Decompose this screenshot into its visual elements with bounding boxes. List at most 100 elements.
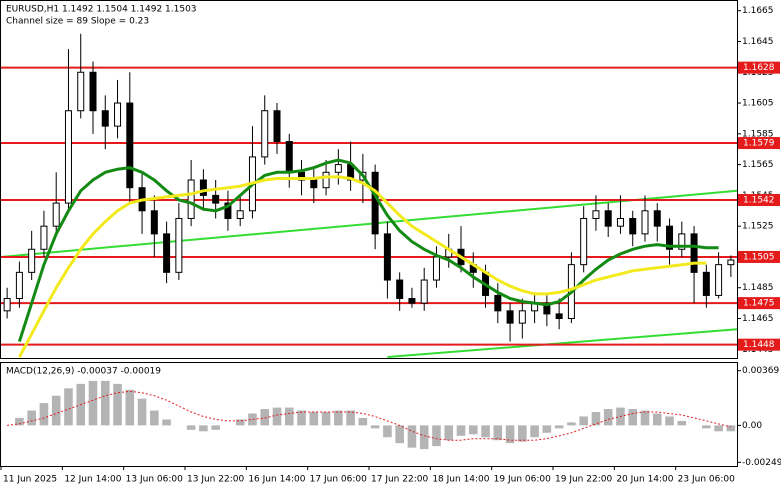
x-tick-label: 23 Jun 06:00 [678,475,735,485]
candle-body [408,298,416,304]
moving-average [18,175,707,358]
x-tick-label: 19 Jun 22:00 [555,475,612,485]
candle-body [555,313,563,320]
macd-bar [199,425,208,432]
candle-body [616,217,624,227]
macd-bar [27,410,36,426]
candle-body [727,259,735,266]
level-label-box [738,194,780,207]
level-label-box [738,338,780,351]
candle-body [212,194,220,204]
macd-bar [702,425,711,429]
candle-body [543,302,551,315]
candle-body [396,279,404,300]
macd-bar [383,425,392,438]
macd-bar [248,413,257,426]
candle-body [273,110,281,143]
macd-bar [51,395,61,426]
candle-body [506,310,514,324]
macd-bar [432,425,441,447]
macd-bar [530,425,539,438]
macd-bar [395,425,404,444]
macd-y-tick-label: 0.00 [742,421,762,431]
macd-bar [652,413,662,426]
x-tick-label: 12 Jun 14:00 [64,475,121,485]
macd-bar [88,380,98,426]
candle-body [690,233,698,273]
x-tick-label: 19 Jun 06:00 [494,475,551,485]
macd-bar [518,425,527,442]
macd-bar [186,425,196,430]
layer: 1.16651.16451.16251.16051.15851.15651.15… [0,6,781,485]
candle-body [15,271,23,300]
macd-bar [64,388,73,426]
macd-bar [665,416,674,426]
x-tick-label: 17 Jun 06:00 [310,475,367,485]
candle-body [261,110,269,158]
candle-body [52,202,60,227]
x-tick-label: 20 Jun 14:00 [616,475,673,485]
candle-body [334,164,342,173]
macd-bar [444,425,454,441]
x-tick-label: 13 Jun 06:00 [126,475,183,485]
macd-bar [297,410,306,426]
candle-body [175,217,183,273]
candle-body [653,210,661,227]
candle-body [77,71,85,112]
macd-bar [603,409,613,426]
x-tick-label: 16 Jun 14:00 [248,475,305,485]
candle-body [494,294,502,312]
candle-body [40,225,48,250]
macd-bar [481,425,490,438]
candle-body [629,217,637,235]
macd-bar [726,425,736,432]
candle-body [224,202,232,219]
macd-bar [579,416,588,426]
y-tick-label: 1.1605 [742,99,774,109]
candle-body [150,210,158,235]
candle-body [715,264,723,296]
macd-bar [321,412,331,426]
macd-bar [284,407,294,426]
macd-bar [456,425,466,436]
level-label: 1.1448 [743,340,775,350]
macd-bar [554,425,564,429]
y-tick-label: 1.1665 [742,6,774,16]
macd-bar [162,419,171,426]
candle-body [371,171,379,235]
candle-body [420,279,428,304]
x-tick-label: 17 Jun 22:00 [371,475,428,485]
candle-body [518,310,526,324]
candle-body [322,171,330,189]
candle-body [432,256,440,281]
y-tick-label: 1.1465 [742,314,774,324]
macd-bar [419,425,429,450]
candle-body [702,271,710,296]
x-tick-label: 18 Jun 14:00 [432,475,489,485]
macd-bar [677,420,687,426]
candle-body [64,110,72,204]
chart-subtitle: Channel size = 89 Slope = 0.23 [6,17,149,27]
macd-bar [468,425,478,435]
channel-upper [0,189,738,258]
level-label: 1.1475 [743,299,775,309]
macd-bar [591,412,601,426]
macd-bar [309,412,319,426]
macd-bar [113,383,122,426]
level-label-box [738,137,780,150]
macd-bar [505,425,515,444]
macd-bar [714,425,723,432]
y-tick-label: 1.1565 [742,160,774,170]
macd-bar [150,410,159,426]
macd-bar [100,380,110,426]
candle-body [604,210,612,227]
macd-signal [7,390,732,441]
macd-title: MACD(12,26,9) -0.00037 -0.00019 [6,367,161,377]
x-tick-label: 13 Jun 22:00 [187,475,244,485]
channel-lower [387,328,738,358]
level-label-box [738,250,780,263]
candle-body [187,179,195,219]
candle-body [28,248,36,273]
level-label: 1.1579 [743,139,775,149]
